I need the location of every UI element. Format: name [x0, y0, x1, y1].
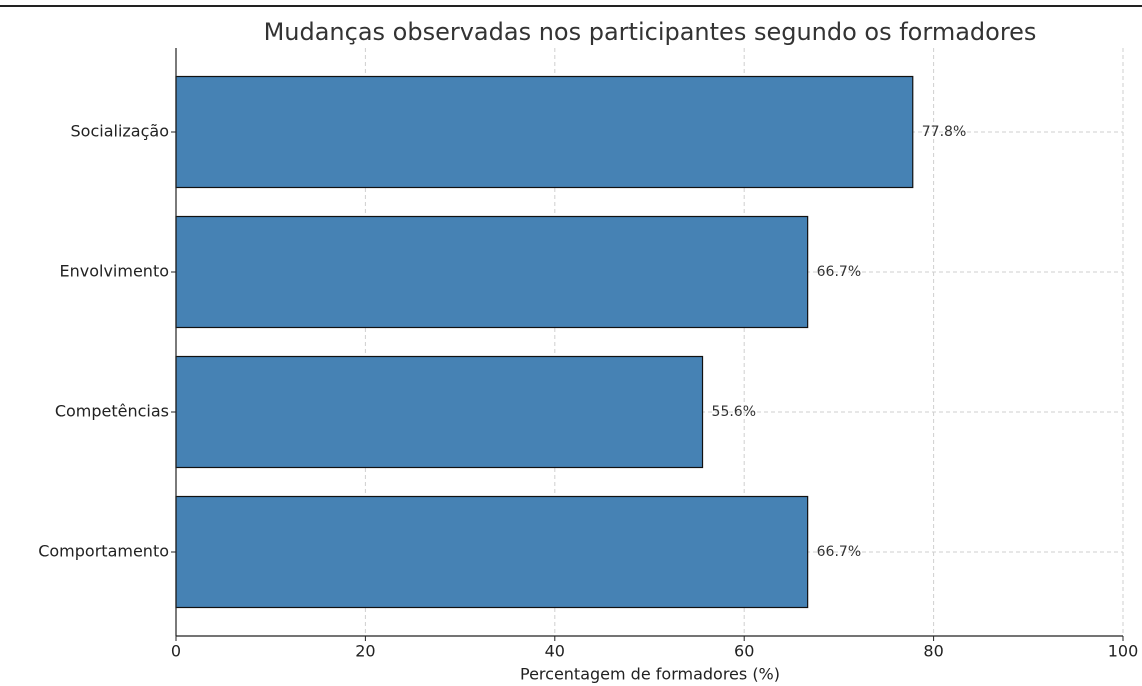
y-tick-label: Competências [55, 402, 169, 421]
x-tick-label: 40 [545, 642, 565, 661]
bar [175, 75, 914, 189]
x-tick-label: 0 [171, 642, 181, 661]
value-label: 66.7% [817, 264, 861, 280]
chart-title: Mudanças observadas nos participantes se… [264, 18, 1037, 46]
x-axis-label: Percentagem de formadores (%) [520, 665, 780, 684]
bar [175, 215, 809, 329]
bar [175, 355, 704, 469]
value-label: 77.8% [922, 124, 966, 140]
y-tick-label: Socialização [71, 122, 169, 141]
x-tick-label: 20 [355, 642, 375, 661]
value-label: 66.7% [817, 544, 861, 560]
y-tick-label: Comportamento [38, 542, 169, 561]
x-tick-label: 60 [734, 642, 754, 661]
y-tick-label: Envolvimento [60, 262, 170, 281]
bar [175, 495, 809, 609]
x-tick-label: 80 [923, 642, 943, 661]
x-tick-label: 100 [1108, 642, 1139, 661]
value-label: 55.6% [712, 404, 756, 420]
